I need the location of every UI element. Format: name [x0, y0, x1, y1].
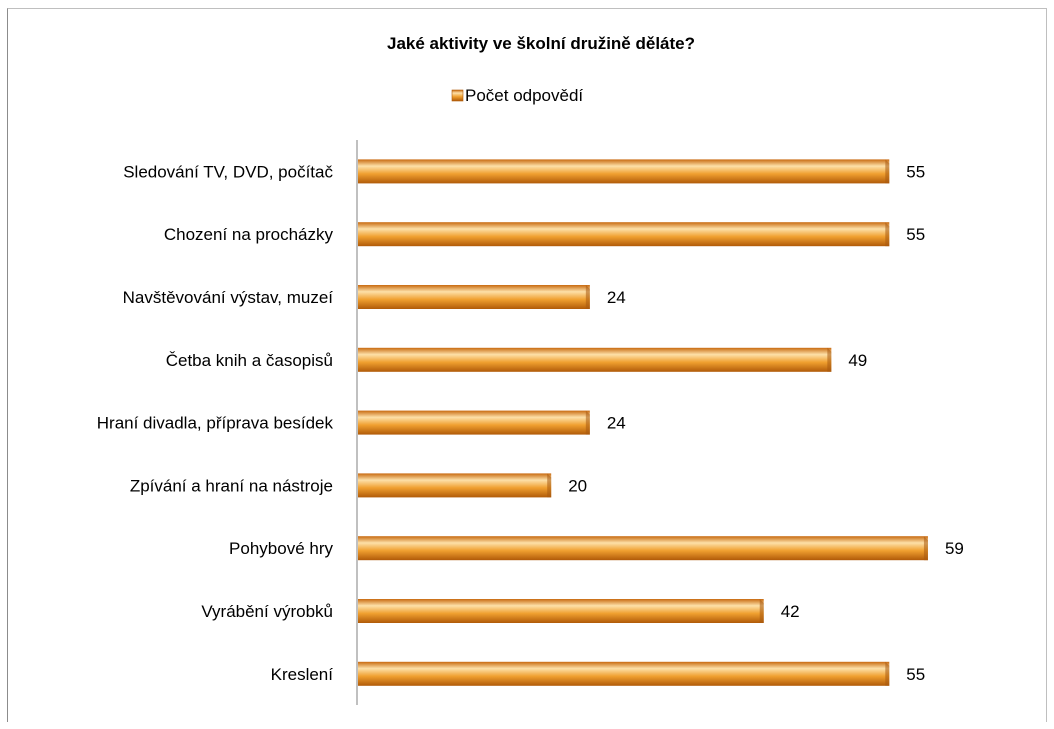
- category-label-chozeni-na-prochazky: Chození na procházky: [164, 225, 334, 244]
- bars-layer: Sledování TV, DVD, počítač 55 Chození na p…: [97, 159, 964, 686]
- bar-end-cap-zpivani-a-hrani-na-nastroje: [547, 473, 552, 498]
- bar-zpivani-a-hrani-na-nastroje: [358, 473, 552, 498]
- chart-frame: [7, 8, 1047, 722]
- category-label-navstevovani-vystav-muzei: Navštěvování výstav, muzeí: [123, 288, 334, 307]
- value-label-sledovani-tv-dvd-pocitac: 55: [906, 162, 925, 181]
- bar-kresleni: [358, 661, 890, 686]
- bar-vyrabeni-vyrobku: [358, 599, 764, 623]
- bar-pohybove-hry: [358, 536, 928, 561]
- legend-label: Počet odpovědí: [465, 86, 583, 105]
- value-label-pohybove-hry: 59: [945, 539, 964, 558]
- bar-end-cap-sledovani-tv-dvd-pocitac: [885, 159, 890, 184]
- category-label-cetba-knih-a-casopisu: Četba knih a časopisů: [166, 351, 333, 370]
- value-label-kresleni: 55: [906, 665, 925, 684]
- bar-end-cap-kresleni: [885, 661, 890, 686]
- category-label-pohybove-hry: Pohybové hry: [229, 539, 333, 558]
- value-label-zpivani-a-hrani-na-nastroje: 20: [568, 476, 587, 495]
- value-label-navstevovani-vystav-muzei: 24: [607, 288, 626, 307]
- value-label-chozeni-na-prochazky: 55: [906, 225, 925, 244]
- bar-chozeni-na-prochazky: [358, 222, 890, 247]
- value-label-vyrabeni-vyrobku: 42: [781, 602, 800, 621]
- bar-cetba-knih-a-casopisu: [358, 347, 832, 372]
- bar-end-cap-chozeni-na-prochazky: [885, 222, 890, 247]
- bar-sledovani-tv-dvd-pocitac: [358, 159, 890, 184]
- bar-end-cap-pohybove-hry: [923, 536, 928, 561]
- bar-hrani-divadla-priprava-besidek: [358, 410, 590, 435]
- category-label-vyrabeni-vyrobku: Vyrábění výrobků: [201, 602, 333, 621]
- value-label-cetba-knih-a-casopisu: 49: [848, 351, 867, 370]
- category-label-sledovani-tv-dvd-pocitac: Sledování TV, DVD, počítač: [123, 162, 333, 181]
- bar-end-cap-navstevovani-vystav-muzei: [585, 285, 590, 309]
- legend-swatch: [451, 89, 464, 102]
- legend: Počet odpovědí: [451, 86, 583, 105]
- category-label-kresleni: Kreslení: [271, 665, 334, 684]
- bar-end-cap-hrani-divadla-priprava-besidek: [585, 410, 590, 435]
- bar-navstevovani-vystav-muzei: [358, 285, 590, 309]
- category-label-zpivani-a-hrani-na-nastroje: Zpívání a hraní na nástroje: [130, 476, 333, 495]
- category-label-hrani-divadla-priprava-besidek: Hraní divadla, příprava besídek: [97, 414, 334, 433]
- value-label-hrani-divadla-priprava-besidek: 24: [607, 414, 626, 433]
- bar-end-cap-cetba-knih-a-casopisu: [827, 347, 832, 372]
- bar-end-cap-vyrabeni-vyrobku: [759, 599, 764, 623]
- chart-title: Jaké aktivity ve školní družině děláte?: [387, 34, 695, 53]
